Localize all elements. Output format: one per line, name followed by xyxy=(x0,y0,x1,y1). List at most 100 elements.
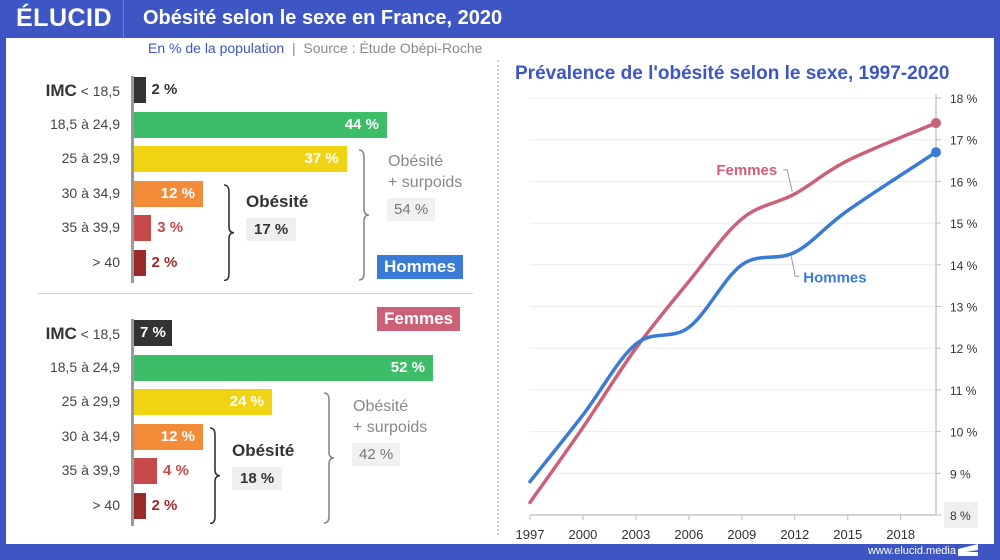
obesity-brace xyxy=(223,183,235,281)
x-tick-label: 2009 xyxy=(727,527,756,542)
bar xyxy=(134,111,387,138)
y-tick-label: 14 % xyxy=(950,259,978,273)
category-label: 18,5 à 24,9 xyxy=(0,359,120,375)
hommes-series-label: Hommes xyxy=(803,269,866,286)
bar xyxy=(134,458,157,484)
footer-url[interactable]: www.elucid.media xyxy=(867,545,956,557)
obesity-value: 17 % xyxy=(246,217,297,241)
bar xyxy=(134,423,203,450)
femmes-tag: Femmes xyxy=(377,307,460,331)
bar-value-label: 2 % xyxy=(151,253,178,271)
category-text: 30 à 34,9 xyxy=(61,427,120,444)
overweight-brace xyxy=(358,149,370,281)
bar-axis xyxy=(131,76,134,283)
y-tick-label: 17 % xyxy=(950,134,978,148)
imc-prefix: IMC xyxy=(45,324,77,343)
panel-divider xyxy=(497,60,499,535)
femmes-leader-line xyxy=(783,169,793,193)
category-text: 25 à 29,9 xyxy=(61,150,120,166)
obesity-label: Obésité xyxy=(246,191,309,211)
bar-value-label: 2 % xyxy=(151,81,178,98)
bar xyxy=(134,215,152,241)
category-text: 18,5 à 24,9 xyxy=(49,358,120,375)
bar-value-label: 52 % xyxy=(390,358,425,376)
subtitle-separator: | xyxy=(292,40,296,56)
category-label: 35 à 39,9 xyxy=(0,219,120,235)
y-tick-label: 10 % xyxy=(950,426,978,440)
category-text: < 18,5 xyxy=(80,326,120,342)
category-label: > 40 xyxy=(0,254,120,270)
category-text: < 18,5 xyxy=(80,83,120,99)
line-chart: 8 % 9 % 10 % 11 % 12 % 13 % 14 % 15 % 16 % 17 % 18… xyxy=(516,92,978,542)
x-tick-label: 2000 xyxy=(568,527,597,542)
y-tick-label: 13 % xyxy=(950,301,978,315)
category-text: > 40 xyxy=(92,496,120,513)
imc-prefix: IMC xyxy=(45,81,77,100)
overweight-label: Obésité + surpoids xyxy=(353,396,427,438)
bar-axis xyxy=(131,319,134,526)
overweight-brace xyxy=(323,392,335,524)
y-tick-label: 16 % xyxy=(950,175,978,189)
page-title: Obésité selon le sexe en France, 2020 xyxy=(143,7,503,29)
category-text: 35 à 39,9 xyxy=(61,462,120,478)
y-tick-label: 11 % xyxy=(950,384,977,398)
overweight-label-line1: Obésité xyxy=(353,398,409,415)
obesity-label: Obésité xyxy=(232,440,295,460)
overweight-label-line1: Obésité xyxy=(388,153,444,170)
subtitle: En % de la population | Source : Étude O… xyxy=(148,40,482,56)
hommes-tag: Hommes xyxy=(377,255,463,279)
bar xyxy=(134,492,146,519)
category-label: > 40 xyxy=(0,497,120,513)
bar xyxy=(134,249,146,276)
subtitle-unit: En % de la population xyxy=(148,40,285,56)
bar-value-label: 12 % xyxy=(160,184,195,202)
bar xyxy=(134,180,203,207)
bar-value-label: 24 % xyxy=(229,393,264,410)
x-tick-label: 2018 xyxy=(886,527,915,542)
series-endpoint-femmes xyxy=(931,118,941,129)
category-label: 25 à 29,9 xyxy=(0,393,120,409)
y-tick-label: 12 % xyxy=(950,342,978,356)
bar-value-label: 3 % xyxy=(157,219,184,236)
header-divider xyxy=(123,0,124,38)
bar xyxy=(134,389,272,415)
hommes-leader-line xyxy=(790,256,800,277)
femmes-series-label: Femmes xyxy=(716,162,777,179)
x-tick-label: 1997 xyxy=(516,527,545,542)
y-tick-label: 8 % xyxy=(950,509,971,523)
overweight-value: 42 % xyxy=(352,443,401,466)
subtitle-source: Source : Étude Obépi-Roche xyxy=(303,40,483,56)
overweight-value: 54 % xyxy=(387,198,436,221)
category-label: 30 à 34,9 xyxy=(0,185,120,201)
x-tick-label: 2006 xyxy=(674,527,703,542)
category-label: IMC < 18,5 xyxy=(0,324,120,344)
bar-value-label: 12 % xyxy=(160,427,195,445)
series-line-femmes xyxy=(528,121,938,505)
category-text: 25 à 29,9 xyxy=(61,393,120,409)
y-tick-label: 18 % xyxy=(950,92,978,106)
category-label: 18,5 à 24,9 xyxy=(0,116,120,132)
category-label: IMC < 18,5 xyxy=(0,81,120,101)
elucid-logo: ÉLUCID xyxy=(16,4,113,32)
elucid-flag-icon xyxy=(958,544,978,556)
y-tick-label: 9 % xyxy=(950,467,971,481)
bar xyxy=(134,320,172,346)
bar-value-label: 44 % xyxy=(344,115,379,133)
x-tick-label: 2003 xyxy=(621,527,650,542)
bar-value-label: 2 % xyxy=(151,496,178,514)
line-chart-title: Prévalence de l'obésité selon le sexe, 1… xyxy=(515,63,950,84)
overweight-label-line2: + surpoids xyxy=(353,419,428,436)
category-label: 25 à 29,9 xyxy=(0,150,120,166)
overweight-label: Obésité + surpoids xyxy=(388,151,462,193)
x-tick-label: 2015 xyxy=(833,527,862,542)
category-text: 30 à 34,9 xyxy=(61,184,120,201)
category-text: 18,5 à 24,9 xyxy=(49,115,120,132)
series-line-hommes xyxy=(528,150,938,484)
bar xyxy=(134,354,433,381)
category-text: 35 à 39,9 xyxy=(61,219,120,235)
bar-value-label: 4 % xyxy=(163,462,189,479)
header-bar: ÉLUCID Obésité selon le sexe en France, … xyxy=(0,0,1000,38)
section-divider xyxy=(38,293,473,294)
series-endpoint-hommes xyxy=(931,147,941,158)
bar xyxy=(134,146,347,172)
